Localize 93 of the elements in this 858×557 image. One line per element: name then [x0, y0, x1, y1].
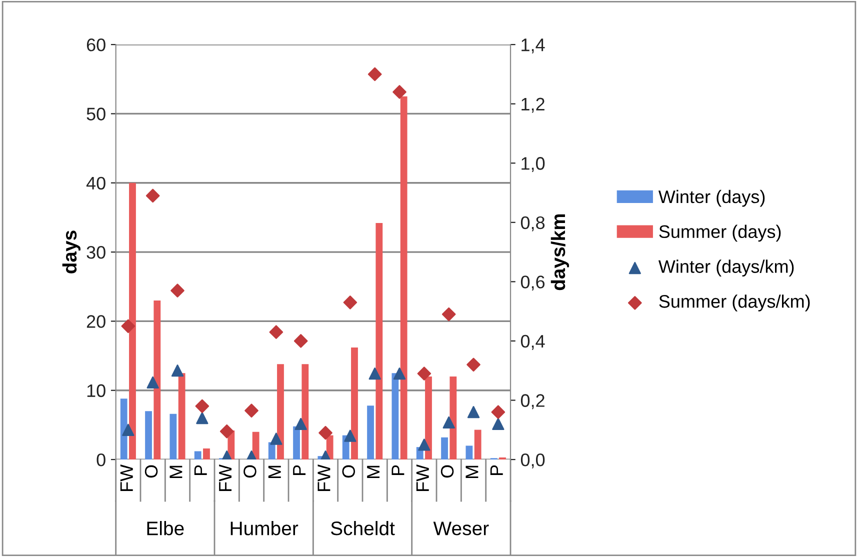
y-tick-label: 0 [96, 453, 106, 466]
point [146, 376, 159, 389]
bar [302, 364, 309, 460]
x-tick-label: M [367, 466, 380, 478]
x-tick-label: O [342, 465, 356, 478]
bar [154, 300, 161, 460]
point [344, 430, 356, 442]
point [220, 424, 234, 438]
legend-label: Winter (days/km) [658, 260, 794, 277]
point [418, 438, 430, 451]
y2-tick-label: 1,4 [522, 38, 545, 54]
x-tick-label: O [144, 465, 158, 478]
y-tick-label: 40 [86, 176, 106, 190]
text: Scheldt [330, 521, 395, 536]
point [196, 412, 208, 424]
point [492, 418, 504, 430]
x-tick-label: P [194, 465, 207, 475]
bar [252, 432, 260, 460]
point [318, 426, 332, 440]
bar [376, 222, 383, 460]
point [270, 432, 282, 445]
bar [129, 182, 136, 460]
y-tick-label: 50 [86, 108, 106, 120]
legend-label: Summer (days) [659, 224, 781, 242]
y2-tick-label: 0,0 [520, 453, 545, 468]
y-tick-label: 30 [86, 246, 106, 259]
bar [351, 347, 358, 460]
bar [400, 96, 408, 460]
x-tick-label: P [490, 465, 503, 475]
bar [450, 376, 457, 460]
bar [466, 446, 473, 460]
x-tick-label: FW [318, 464, 330, 491]
text: Humber [230, 521, 298, 536]
bar [120, 398, 128, 460]
point [171, 364, 184, 377]
bar [293, 426, 300, 460]
point [368, 367, 381, 380]
point [392, 85, 406, 99]
point [393, 367, 406, 380]
bar [499, 457, 506, 460]
bar [194, 451, 202, 460]
x-tick-label: M [466, 466, 478, 478]
x-tick-label: P [293, 465, 306, 475]
y2-tick-label: 1,0 [522, 157, 545, 172]
point [442, 416, 455, 429]
bar [367, 406, 374, 460]
x-tick-label: O [440, 465, 454, 478]
text: Weser [433, 522, 489, 536]
bar [277, 364, 284, 460]
point [269, 325, 284, 339]
legend-label: Winter (days) [658, 190, 765, 207]
x-tick-label: O [244, 465, 256, 478]
y2-tick-label: 1,2 [522, 98, 544, 113]
point [368, 67, 382, 82]
x-tick-label: M [170, 466, 182, 478]
y2-tick-label: 0,8 [520, 216, 545, 232]
point [294, 334, 308, 348]
y2-tick-label: 0,4 [520, 334, 545, 350]
x-tick-label: FW [416, 464, 429, 491]
bar [145, 411, 152, 460]
point [294, 418, 307, 430]
text: Elbe [147, 521, 184, 536]
legend-label: Summer (days/km) [659, 294, 810, 312]
point [442, 307, 456, 322]
x-tick-label: P [392, 465, 404, 475]
point [170, 284, 184, 298]
x-tick-label: FW [120, 464, 133, 491]
y-tick-label: 20 [86, 315, 106, 328]
y2-axis-title: days/km [550, 214, 570, 290]
bar [178, 373, 186, 460]
point [343, 296, 358, 310]
bar [392, 373, 399, 460]
bar [425, 376, 432, 460]
y2-tick-label: 0,2 [520, 394, 544, 410]
bar [441, 437, 448, 460]
point [122, 424, 134, 436]
bar [203, 448, 210, 460]
y-axis-title: days [62, 230, 80, 274]
point [146, 188, 160, 203]
y-tick-label: 60 [86, 38, 106, 52]
y2-tick-label: 0,6 [520, 276, 545, 291]
bar [474, 430, 482, 460]
point [244, 404, 258, 418]
point [466, 358, 480, 372]
point [491, 405, 506, 420]
x-tick-label: M [268, 466, 281, 478]
y-tick-label: 10 [87, 384, 106, 398]
point [195, 399, 210, 414]
point [121, 319, 136, 334]
bar [170, 414, 177, 460]
point [467, 406, 480, 418]
x-tick-label: FW [219, 464, 232, 491]
point [417, 366, 432, 380]
